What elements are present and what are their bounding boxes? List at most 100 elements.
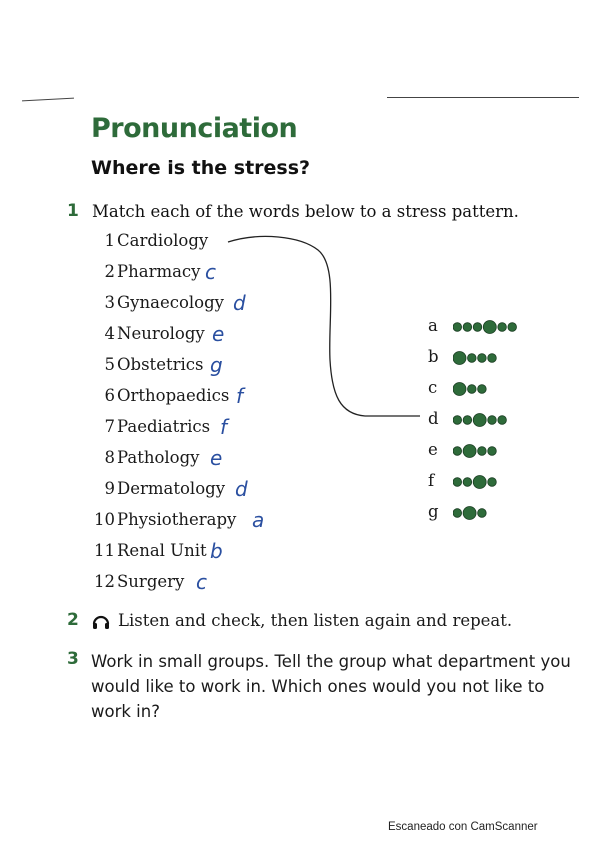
exercise-2-text: Listen and check, then listen again and … [118, 611, 513, 630]
handwritten-answer: c [205, 260, 216, 284]
top-rule-left [22, 97, 74, 102]
pattern-letter: a [428, 316, 438, 335]
word-number: 4 [104, 324, 116, 343]
exercise-1-number: 1 [67, 201, 79, 221]
handwritten-answer: e [210, 446, 223, 470]
handwritten-answer: a [252, 508, 265, 532]
syllable-dot [477, 508, 487, 518]
pattern-letter: b [428, 347, 439, 366]
syllable-dot [487, 353, 497, 363]
word-number: 11 [94, 541, 115, 560]
word-number: 7 [104, 417, 116, 436]
word-text: Pharmacy [117, 262, 201, 281]
word-text: Paediatrics [117, 417, 211, 436]
syllable-dot [453, 508, 462, 518]
exercise-1-instruction: Match each of the words below to a stres… [92, 202, 519, 221]
stress-pattern-dots [453, 351, 497, 365]
syllable-dot [477, 384, 487, 394]
handwritten-answer: b [210, 539, 223, 563]
syllable-dot [462, 477, 473, 487]
word-item: 9 Dermatology [82, 479, 226, 498]
word-item: 8 Pathology [82, 448, 200, 467]
syllable-dot [487, 446, 497, 456]
word-number: 9 [104, 479, 116, 498]
syllable-dot [507, 322, 517, 332]
word-number: 3 [104, 293, 116, 312]
word-item: 3 Gynaecology [82, 293, 225, 312]
word-number: 12 [94, 572, 115, 591]
stress-pattern-dots [453, 506, 487, 520]
word-item: 1 Cardiology [82, 231, 209, 250]
headphones-icon [92, 615, 110, 629]
word-number: 1 [104, 231, 116, 250]
pattern-letter: e [428, 440, 438, 459]
word-item: 7 Paediatrics [82, 417, 211, 436]
word-number: 8 [104, 448, 116, 467]
pattern-letter: g [428, 502, 439, 521]
section-subtitle: Where is the stress? [91, 157, 311, 179]
syllable-dot [462, 322, 473, 332]
word-item: 12 Surgery [82, 572, 184, 591]
word-text: Dermatology [117, 479, 226, 498]
word-item: 4 Neurology [82, 324, 205, 343]
handwritten-answer: f [220, 415, 228, 439]
word-text: Neurology [117, 324, 205, 343]
word-number: 10 [94, 510, 115, 529]
syllable-dot [453, 322, 462, 332]
pattern-letter: f [428, 471, 435, 490]
exercise-3-number: 3 [67, 649, 79, 669]
syllable-dot [477, 353, 487, 363]
syllable-dot [487, 477, 497, 487]
word-number: 5 [104, 355, 116, 374]
syllable-dot [472, 322, 483, 332]
stress-pattern-dots [453, 320, 517, 334]
syllable-dot [453, 477, 462, 487]
exercise-3-text: Work in small groups. Tell the group wha… [91, 652, 571, 721]
pattern-letter: d [428, 409, 439, 428]
word-item: 11 Renal Unit [82, 541, 207, 560]
syllable-dot [453, 446, 462, 456]
word-number: 2 [104, 262, 116, 281]
word-text: Physiotherapy [117, 510, 237, 529]
stress-pattern-dots [453, 475, 497, 489]
syllable-dot [487, 415, 497, 425]
word-item: 5 Obstetrics [82, 355, 204, 374]
stressed-syllable-dot [472, 413, 487, 427]
stressed-syllable-dot [453, 382, 467, 396]
word-item: 6 Orthopaedics [82, 386, 230, 405]
pattern-letter: c [428, 378, 438, 397]
stress-pattern-dots [453, 413, 507, 427]
word-text: Cardiology [117, 231, 209, 250]
word-text: Obstetrics [117, 355, 204, 374]
exercise-2-number: 2 [67, 610, 79, 630]
stressed-syllable-dot [462, 444, 477, 458]
page-title: Pronunciation [91, 113, 298, 144]
handwritten-answer: c [196, 570, 207, 594]
handwritten-answer: d [235, 477, 248, 501]
stress-pattern-dots [453, 444, 497, 458]
word-text: Gynaecology [117, 293, 225, 312]
syllable-dot [477, 446, 487, 456]
handwritten-answer: e [212, 322, 225, 346]
syllable-dot [453, 415, 462, 425]
stressed-syllable-dot [462, 506, 477, 520]
syllable-dot [497, 322, 507, 332]
syllable-dot [467, 384, 477, 394]
word-text: Orthopaedics [117, 386, 230, 405]
handwritten-answer: g [210, 353, 223, 377]
word-text: Renal Unit [117, 541, 207, 560]
word-text: Surgery [117, 572, 185, 591]
scanner-watermark: Escaneado con CamScanner [388, 821, 538, 833]
handwritten-answer: f [236, 384, 244, 408]
word-item: 10 Physiotherapy [82, 510, 236, 529]
stressed-syllable-dot [472, 475, 487, 489]
word-number: 6 [104, 386, 116, 405]
syllable-dot [497, 415, 507, 425]
word-item: 2 Pharmacy [82, 262, 201, 281]
syllable-dot [467, 353, 477, 363]
stressed-syllable-dot [453, 351, 467, 365]
stressed-syllable-dot [482, 320, 497, 334]
handwritten-answer: d [233, 291, 246, 315]
word-text: Pathology [117, 448, 200, 467]
top-rule-right [387, 97, 579, 98]
